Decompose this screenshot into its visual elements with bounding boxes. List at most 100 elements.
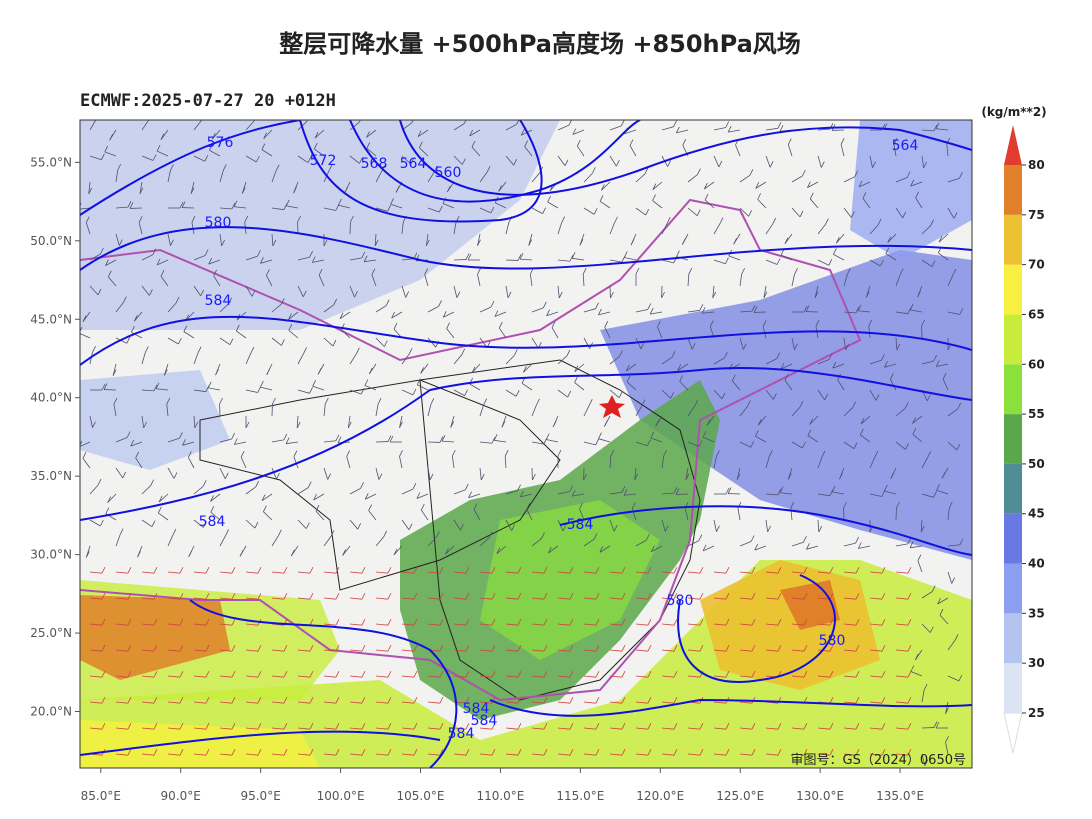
- wind-barb-flag: [266, 269, 270, 276]
- wind-barb: [167, 701, 180, 704]
- wind-barb-flag: [112, 369, 117, 376]
- wind-barb-flag: [261, 494, 266, 501]
- wind-barb-flag: [939, 608, 944, 616]
- wind-barb-flag: [366, 131, 370, 138]
- wind-barb-flag: [890, 373, 894, 380]
- wind-barb: [505, 490, 518, 495]
- wind-barb-flag: [105, 507, 110, 514]
- wind-barb-flag: [511, 524, 515, 531]
- wind-barb-flag: [152, 248, 157, 255]
- wind-barb-flag: [959, 172, 963, 179]
- wind-barb: [167, 170, 171, 183]
- colorbar-extend-high: [1004, 125, 1022, 165]
- wind-barb-flag: [387, 671, 392, 678]
- wind-barb-flag: [855, 697, 860, 704]
- wind-barb: [843, 207, 852, 218]
- wind-barb-flag: [731, 374, 736, 381]
- wind-barb: [817, 493, 830, 497]
- wind-barb: [245, 675, 258, 678]
- wind-barb-flag: [542, 207, 546, 214]
- wind-barb: [583, 173, 593, 183]
- wind-barb-flag: [757, 193, 762, 200]
- wind-barb-flag: [601, 184, 605, 191]
- wind-barb-flag: [769, 161, 774, 168]
- contour-label: 564: [400, 156, 427, 172]
- wind-barb: [947, 441, 958, 451]
- x-tick-label: 85.0°E: [81, 789, 121, 803]
- wind-barb-flag: [101, 383, 106, 391]
- wind-barb-flag: [257, 386, 262, 393]
- wind-barb-flag: [153, 749, 158, 756]
- wind-barb-flag: [224, 472, 229, 479]
- wind-barb-flag: [709, 320, 714, 327]
- wind-barb: [787, 144, 793, 157]
- wind-barb-flag: [101, 671, 106, 678]
- wind-barb-flag: [829, 697, 834, 704]
- wind-barb: [835, 233, 845, 244]
- wind-barb: [167, 649, 180, 652]
- title: 整层可降水量 +500hPa高度场 +850hPa风场: [279, 30, 801, 58]
- wind-barb: [791, 727, 804, 730]
- wind-barb-flag: [446, 185, 451, 193]
- wind-barb-flag: [725, 257, 729, 264]
- wind-barb: [739, 727, 752, 730]
- wind-barb: [843, 675, 856, 678]
- wind-barb-flag: [855, 593, 860, 600]
- wind-barb: [921, 493, 934, 498]
- wind-barb: [141, 675, 154, 678]
- wind-barb: [167, 727, 180, 730]
- wind-barb-flag: [231, 671, 236, 678]
- wind-barb-flag: [335, 593, 340, 600]
- wind-barb: [375, 675, 388, 678]
- wind-barb-flag: [543, 567, 548, 574]
- wind-barb: [427, 306, 439, 313]
- wind-barb-flag: [387, 593, 392, 600]
- wind-barb-flag: [777, 488, 782, 496]
- contour-label: 580: [819, 633, 846, 649]
- wind-barb-flag: [564, 159, 569, 166]
- wind-barb: [219, 727, 232, 730]
- wind-barb: [702, 436, 715, 443]
- wind-barb-flag: [413, 749, 418, 756]
- wind-barb-flag: [815, 320, 820, 327]
- wind-barb-flag: [673, 486, 678, 494]
- wind-barb: [158, 512, 169, 521]
- wind-barb-flag: [543, 645, 548, 652]
- wind-barb-flag: [471, 140, 476, 148]
- wind-barb-flag: [515, 390, 520, 397]
- wind-barb-flag: [694, 399, 699, 407]
- wind-barb: [921, 129, 934, 132]
- wind-barb: [635, 405, 643, 417]
- wind-barb-flag: [688, 267, 693, 275]
- wind-barb-flag: [536, 398, 540, 406]
- wind-barb-flag: [832, 361, 837, 369]
- wind-barb: [401, 571, 414, 574]
- wind-barb-flag: [917, 290, 921, 298]
- wind-barb: [817, 727, 830, 730]
- wind-barb-flag: [129, 202, 134, 209]
- wind-barb: [349, 675, 362, 678]
- wind-barb-flag: [413, 723, 418, 730]
- wind-barb: [346, 456, 351, 469]
- wind-barb: [479, 441, 492, 444]
- wind-barb-flag: [205, 697, 210, 704]
- wind-barb-flag: [172, 528, 177, 536]
- wind-barb-flag: [673, 593, 678, 600]
- wind-barb: [401, 597, 414, 600]
- wind-barb: [817, 675, 830, 678]
- wind-barb: [193, 485, 204, 495]
- wind-barb: [505, 675, 518, 678]
- wind-barb: [245, 623, 258, 626]
- wind-barb: [347, 415, 351, 428]
- wind-barb: [661, 571, 674, 574]
- wind-barb-flag: [935, 721, 940, 729]
- wind-barb-flag: [183, 325, 188, 332]
- wind-barb: [583, 623, 596, 626]
- wind-barb-flag: [751, 304, 756, 312]
- wind-barb-flag: [621, 697, 626, 704]
- wind-barb-flag: [260, 257, 264, 264]
- wind-barb: [141, 649, 154, 652]
- wind-barb: [141, 623, 154, 626]
- wind-barb-flag: [542, 301, 547, 309]
- wind-barb-flag: [179, 749, 184, 756]
